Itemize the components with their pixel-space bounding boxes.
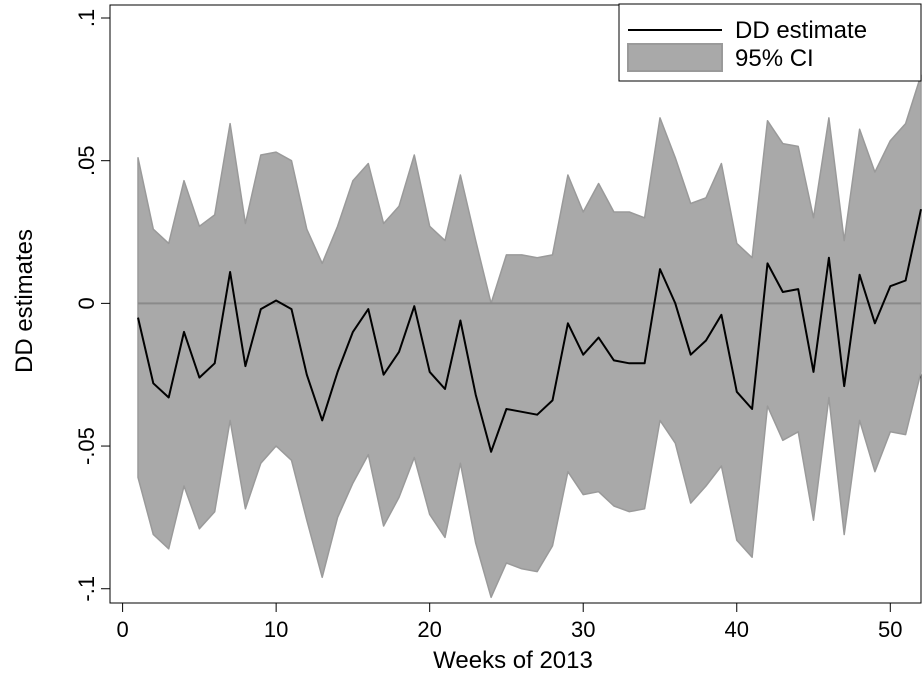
y-tick-label: -.05 <box>74 427 99 465</box>
dd-estimate-line <box>137 208 922 453</box>
y-tick-label: -.1 <box>74 576 99 602</box>
x-tick-label: 20 <box>417 617 441 642</box>
y-axis-title: DD estimates <box>11 229 38 373</box>
y-tick-label: .1 <box>74 9 99 27</box>
x-tick-label: 40 <box>725 617 749 642</box>
plot-area <box>109 4 922 604</box>
x-tick-label: 0 <box>116 617 128 642</box>
x-tick-label: 50 <box>878 617 902 642</box>
y-tick-label: .05 <box>74 145 99 176</box>
legend-label-95-ci: 95% CI <box>735 45 814 72</box>
x-axis-title: Weeks of 2013 <box>433 647 593 674</box>
y-axis: -.1 -.05 0 .05 .1 <box>74 9 110 602</box>
legend-swatch-95-ci <box>627 43 723 72</box>
legend-label-dd-estimate: DD estimate <box>735 17 867 44</box>
legend: DD estimate 95% CI <box>618 3 922 82</box>
x-tick-label: 30 <box>571 617 595 642</box>
y-tick-label: 0 <box>74 297 99 309</box>
x-axis: 0 10 20 30 40 50 <box>116 603 903 642</box>
x-tick-label: 10 <box>264 617 288 642</box>
ci-band <box>137 74 922 599</box>
